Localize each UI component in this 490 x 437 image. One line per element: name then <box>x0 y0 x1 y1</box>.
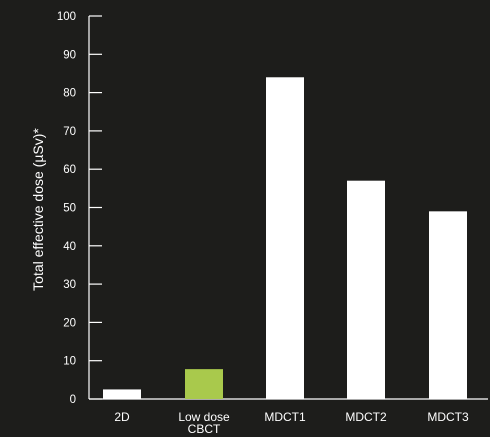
y-tick-label: 80 <box>63 88 76 100</box>
bar <box>103 389 141 399</box>
bars <box>103 77 467 399</box>
x-category-label: Low dose CBCT <box>178 410 230 436</box>
x-axis-labels: 2D Low dose CBCT MDCT1 MDCT2 MDCT3 <box>114 410 469 436</box>
x-category-label: MDCT3 <box>427 410 469 424</box>
y-tick-label: 100 <box>57 11 76 23</box>
bar <box>185 369 223 399</box>
x-category-label: MDCT2 <box>345 410 387 424</box>
y-tick-label: 60 <box>63 164 76 176</box>
x-category-label: 2D <box>114 410 130 424</box>
y-axis: 0 10 20 30 40 50 60 70 80 90 100 <box>57 11 488 406</box>
bar <box>429 211 467 399</box>
x-category-label: MDCT1 <box>264 410 306 424</box>
y-tick-label: 50 <box>63 203 76 215</box>
y-axis-title: Total effective dose (µSv)* <box>30 128 46 291</box>
bar <box>266 77 304 399</box>
y-tick-label: 30 <box>63 279 76 291</box>
y-tick-label: 20 <box>63 317 76 329</box>
y-tick-label: 10 <box>63 356 76 368</box>
y-tick-label: 40 <box>63 241 76 253</box>
bar <box>347 180 385 399</box>
y-tick-label: 70 <box>63 126 76 138</box>
y-tick-label: 0 <box>70 394 76 406</box>
y-tick-label: 90 <box>63 49 76 61</box>
